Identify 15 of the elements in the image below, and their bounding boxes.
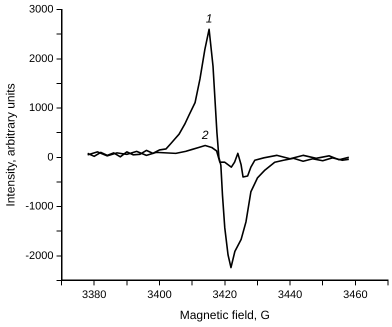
- y-tick-label: 3000: [29, 4, 54, 16]
- y-axis-title: Intensity, arbitrary units: [4, 83, 18, 207]
- x-tick-label: 3400: [147, 289, 172, 302]
- y-tick-label: 2000: [29, 52, 54, 65]
- x-axis-title: Magnetic field, G: [180, 308, 270, 322]
- x-tick-label: 3440: [278, 289, 302, 302]
- x-tick-label: 3460: [343, 289, 368, 302]
- x-tick-label: 3420: [212, 289, 238, 302]
- y-tick-label: -1000: [25, 200, 54, 213]
- annotation: 2: [200, 128, 209, 142]
- annotation: 1: [206, 12, 212, 26]
- x-tick-label: 3380: [82, 289, 106, 302]
- y-tick-label: -2000: [25, 250, 54, 262]
- y-tick-label: 0: [47, 151, 54, 164]
- y-tick-label: 1000: [29, 102, 54, 114]
